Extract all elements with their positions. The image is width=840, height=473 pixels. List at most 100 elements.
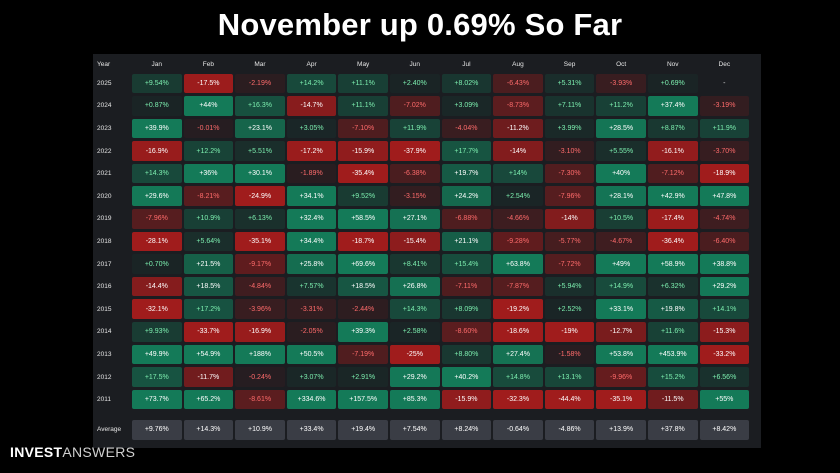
row-year-label: 2012 <box>97 373 112 381</box>
return-cell: +21.1% <box>441 231 492 252</box>
return-cell: -7.12% <box>647 163 698 184</box>
row-spacer <box>286 411 338 419</box>
average-cell: +19.4% <box>338 419 388 440</box>
average-cell: +8.42% <box>699 419 750 440</box>
return-cell: +49.9% <box>132 344 182 365</box>
return-cell: -7.19% <box>338 344 388 365</box>
return-cell: -7.72% <box>544 254 595 274</box>
return-cell: +40.2% <box>441 367 492 387</box>
return-cell: +10.9% <box>183 209 234 229</box>
average-label: Average <box>97 426 122 434</box>
return-cell: +19.7% <box>441 163 492 184</box>
average-cell: +13.9% <box>596 419 646 440</box>
row-year-label: 2025 <box>97 79 112 87</box>
return-cell: +15.4% <box>441 254 492 274</box>
return-cell: +27.4% <box>493 344 543 365</box>
return-cell: +18.5% <box>338 276 388 297</box>
return-cell: +17.5% <box>132 367 182 387</box>
column-header-apr: Apr <box>306 60 317 68</box>
return-cell: -14% <box>544 209 595 229</box>
return-cell: -15.9% <box>338 141 388 161</box>
return-cell: -36.4% <box>647 231 698 252</box>
return-cell: +11.1% <box>338 96 388 116</box>
return-cell: +334.6% <box>286 389 337 410</box>
return-cell: +58.9% <box>647 254 698 274</box>
return-cell: -7.30% <box>544 163 595 184</box>
return-cell: -3.19% <box>699 96 750 116</box>
return-cell: +10.5% <box>596 209 646 229</box>
return-cell: +73.7% <box>132 389 182 410</box>
return-cell: -3.10% <box>544 141 595 161</box>
return-cell: -14.4% <box>132 276 182 297</box>
return-cell: +11.9% <box>389 118 440 139</box>
row-year-label: 2016 <box>97 283 112 291</box>
return-cell: -15.9% <box>441 389 492 410</box>
return-cell: -28.1% <box>132 231 182 252</box>
column-header-jan: Jan <box>151 60 163 68</box>
return-cell: +37.4% <box>647 96 698 116</box>
return-cell: +0.70% <box>132 254 182 274</box>
return-cell: -17.5% <box>183 73 234 94</box>
average-cell: +37.8% <box>647 419 698 440</box>
column-header-dec: Dec <box>718 60 731 68</box>
return-cell: -11.5% <box>647 389 698 410</box>
row-spacer <box>389 411 441 419</box>
return-cell: -4.74% <box>699 209 750 229</box>
return-cell: +34.1% <box>286 186 337 207</box>
return-cell: -3.96% <box>235 299 285 320</box>
return-cell: -0.24% <box>235 367 285 387</box>
row-year-label: 2024 <box>97 102 112 110</box>
row-year-label: 2013 <box>97 350 112 358</box>
return-cell: -4.84% <box>235 276 285 297</box>
return-cell: +5.55% <box>596 141 646 161</box>
return-cell: -6.43% <box>493 73 543 94</box>
return-cell: -8.60% <box>441 322 492 342</box>
return-cell: -3.93% <box>596 73 646 94</box>
returns-table-panel: Year Jan Feb Mar Apr May Jun Jul Aug Sep Oct Nov Dec… <box>93 54 761 448</box>
return-cell: -3.15% <box>389 186 440 207</box>
return-cell: -6.88% <box>441 209 492 229</box>
row-year-label: 2017 <box>97 260 112 268</box>
return-cell: +0.87% <box>132 96 182 116</box>
return-cell: +39.9% <box>132 118 182 139</box>
return-cell: -8.61% <box>235 389 285 410</box>
return-cell: -4.67% <box>596 231 646 252</box>
row-spacer <box>95 411 131 419</box>
return-cell: +28.5% <box>596 118 646 139</box>
row-spacer <box>544 411 596 419</box>
average-cell: +14.3% <box>183 419 234 440</box>
return-cell: -11.7% <box>183 367 234 387</box>
return-cell: +23.1% <box>235 118 285 139</box>
return-cell: +2.91% <box>338 367 388 387</box>
return-cell: +14.3% <box>132 163 182 184</box>
return-cell: +11.1% <box>338 73 388 94</box>
return-cell: +29.6% <box>132 186 182 207</box>
return-cell: +14.9% <box>596 276 646 297</box>
row-spacer <box>441 411 493 419</box>
return-cell: +9.93% <box>132 322 182 342</box>
return-cell: +11.2% <box>596 96 646 116</box>
row-spacer <box>337 411 389 419</box>
return-cell: +7.57% <box>286 276 337 297</box>
return-cell: -33.7% <box>183 322 234 342</box>
row-year-label: 2019 <box>97 215 112 223</box>
return-cell: +55% <box>699 389 750 410</box>
return-cell: -15.3% <box>699 322 750 342</box>
return-cell: +15.2% <box>647 367 698 387</box>
column-header-feb: Feb <box>202 60 214 68</box>
return-cell: +63.8% <box>493 254 543 274</box>
average-cell: +33.4% <box>286 419 337 440</box>
return-cell: +2.58% <box>389 322 440 342</box>
return-cell: +17.7% <box>441 141 492 161</box>
return-cell: -12.7% <box>596 322 646 342</box>
return-cell: -32.1% <box>132 299 182 320</box>
page-title: November up 0.69% So Far <box>217 7 623 42</box>
return-cell: +12.2% <box>183 141 234 161</box>
return-cell: +6.32% <box>647 276 698 297</box>
return-cell: -8.73% <box>493 96 543 116</box>
return-cell: -2.19% <box>235 73 285 94</box>
row-year-label: 2011 <box>97 396 111 404</box>
row-year-label: 2014 <box>97 328 112 336</box>
return-cell: +38.8% <box>699 254 750 274</box>
return-cell: -16.1% <box>647 141 698 161</box>
